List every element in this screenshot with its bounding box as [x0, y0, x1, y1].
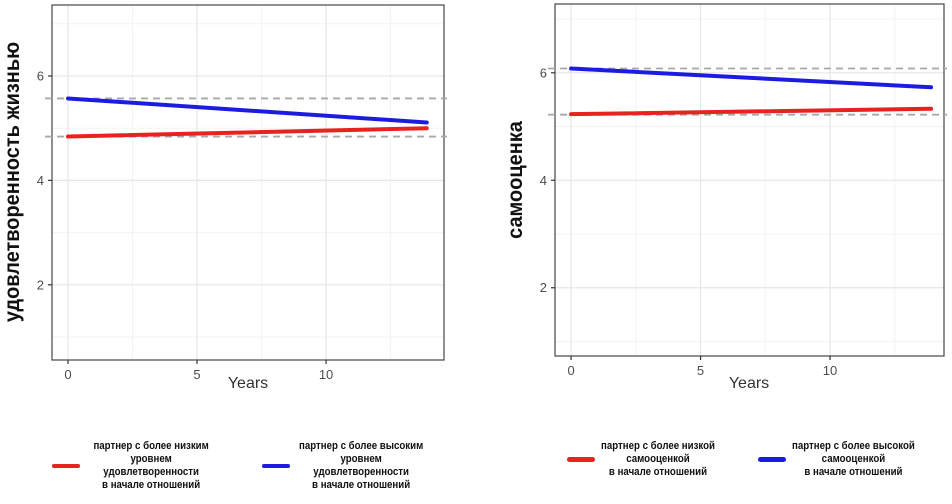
x-tick-label: 5 [193, 367, 200, 382]
legend-entry-high-satisfaction: партнер с более высоким уровнем удовлетв… [262, 440, 444, 492]
legend-key-red-line [52, 463, 80, 469]
legend-entry-high-self-esteem: партнер с более высокой самооценкой в на… [758, 440, 932, 479]
x-tick-label: 0 [64, 367, 71, 382]
legend-entry-low-self-esteem: партнер с более низкой самооценкой в нач… [566, 440, 731, 479]
legend-label: партнер с более высоким уровнем удовлетв… [298, 440, 424, 491]
x-tick-label: 5 [697, 363, 704, 378]
y-tick-label: 4 [540, 173, 547, 188]
plot-area-self-esteem: 0 5 10 2 4 6 [540, 3, 947, 378]
x-axis-title: Years [227, 375, 269, 392]
legend-label: партнер с более высокой самооценкой в на… [792, 440, 916, 478]
series-line-red [569, 106, 934, 117]
x-tick-label: 10 [823, 363, 837, 378]
legend-key-red-line [566, 457, 595, 462]
series-line-blue [66, 96, 429, 125]
y-tick-label: 4 [37, 173, 44, 188]
panel-background [52, 5, 444, 360]
chart-life-satisfaction: удовлетворенность жизнью 0 5 10 2 4 6 Years п… [1, 4, 447, 492]
plot-area-life-satisfaction: 0 5 10 2 4 6 [37, 4, 447, 382]
y-tick-label: 6 [540, 65, 547, 80]
panel-border [51, 4, 445, 361]
y-tick-label: 2 [540, 280, 547, 295]
chart-self-esteem: самооценка 0 5 10 2 4 6 Years партнер с более… [476, 0, 952, 504]
x-tick-label: 0 [567, 363, 574, 378]
series-line-blue [569, 66, 934, 90]
x-axis-title: Years [728, 375, 770, 392]
legend-key-blue-line [758, 457, 787, 462]
series-line-red [66, 126, 429, 139]
legend-label: партнер с более низкой самооценкой в нач… [600, 440, 715, 478]
x-tick-label: 10 [319, 367, 333, 382]
y-tick-label: 2 [37, 277, 44, 292]
legend-entry-low-satisfaction: партнер с более низким уровнем удовлетво… [52, 440, 234, 492]
legend-label: партнер с более низким уровнем удовлетво… [93, 440, 209, 491]
legend: партнер с более низким уровнем удовлетво… [52, 440, 444, 492]
legend: партнер с более низкой самооценкой в нач… [555, 440, 944, 479]
legend-key-blue-line [262, 463, 290, 469]
y-tick-label: 6 [37, 69, 44, 84]
